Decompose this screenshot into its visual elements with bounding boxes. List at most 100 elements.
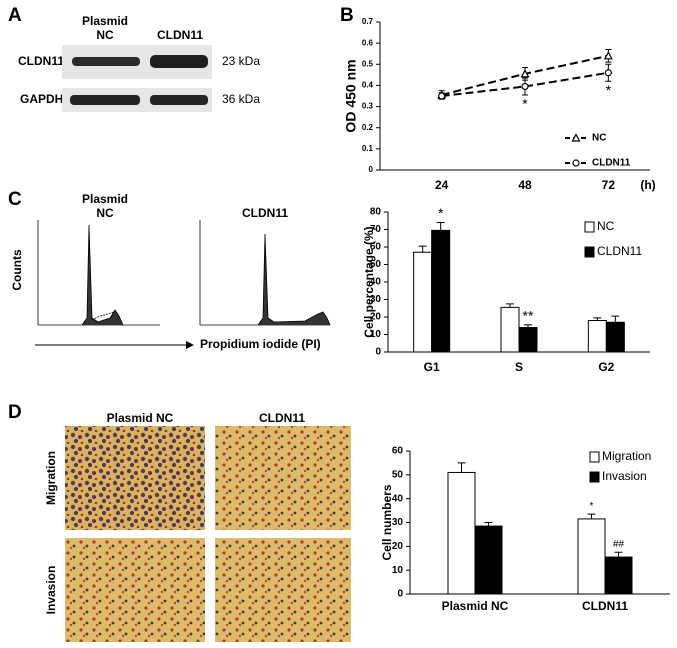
point [571, 133, 581, 142]
y-tick-label: 50 [392, 469, 404, 480]
y-tick-label: 60 [370, 242, 382, 253]
panel-label: D [8, 402, 22, 423]
point [520, 69, 530, 78]
image-column: CLDN11 [259, 411, 305, 425]
y-tick-label: 0.4 [362, 81, 374, 90]
blot-size: 23 kDa [222, 54, 260, 68]
legend-label: CLDN11 [597, 244, 642, 258]
error-bar [506, 303, 514, 308]
bar [518, 327, 538, 353]
y-tick-label: 0.1 [362, 144, 374, 153]
bar [447, 471, 476, 595]
bar [577, 518, 606, 595]
histogram-xlabel: Propidium iodide (PI) [200, 337, 321, 351]
y-tick-label: 10 [370, 329, 382, 340]
error-bar [484, 522, 493, 527]
y-axis-label: Cell numbers [380, 484, 394, 560]
annotation: ## [613, 539, 625, 550]
legend-label: CLDN11 [592, 158, 631, 169]
annotation: * [438, 205, 444, 221]
y-tick-label: 0 [397, 589, 403, 600]
y-tick-label: 0.3 [362, 102, 374, 111]
x-tick-label: CLDN11 [582, 599, 628, 613]
image-column: Plasmid NC [107, 411, 174, 425]
x-tick-label: S [515, 360, 523, 374]
y-tick-label: 0.7 [362, 17, 374, 26]
x-tick-label: G1 [424, 360, 440, 374]
micrograph [65, 538, 205, 642]
legend-swatch [584, 246, 595, 258]
legend-label: NC [597, 219, 615, 233]
x-axis-label: (h) [640, 178, 655, 192]
blot-column: CLDN11 [157, 28, 203, 42]
annotation: * [590, 501, 594, 512]
image-row: Migration [44, 451, 58, 505]
image-row: Invasion [44, 566, 58, 615]
panel-label: B [340, 5, 354, 26]
error-bar [587, 513, 596, 519]
blot-row: CLDN11 [18, 54, 64, 68]
bar [604, 556, 633, 595]
blot-band [70, 95, 140, 105]
blot-band [150, 55, 208, 68]
point [521, 82, 529, 91]
error-bar [611, 315, 620, 323]
blot-row: GAPDH [20, 92, 63, 106]
panel-label: A [8, 5, 22, 26]
y-tick-label: 40 [370, 277, 382, 288]
legend-label: Migration [602, 449, 651, 463]
bar [474, 525, 503, 595]
blot-column: NC [96, 28, 114, 42]
bar [413, 251, 433, 353]
error-bar [418, 245, 427, 253]
blot-band [150, 95, 208, 105]
blot-size: 36 kDa [222, 92, 260, 106]
point [438, 92, 446, 100]
micrograph [215, 426, 351, 530]
annotation: ** [523, 308, 534, 324]
blot-band [72, 57, 140, 66]
x-tick-label: G2 [598, 360, 614, 374]
error-bar [457, 462, 466, 473]
micrograph [215, 538, 351, 642]
y-tick-label: 60 [392, 446, 404, 457]
y-tick-label: 0.6 [362, 38, 374, 47]
legend-swatch [584, 221, 595, 233]
histogram-title: CLDN11 [242, 206, 288, 220]
histogram-title: Plasmid [82, 192, 128, 206]
y-axis-label: OD 450 nm [343, 59, 359, 132]
error-bar [436, 222, 445, 231]
y-tick-label: 80 [370, 207, 382, 218]
y-tick-label: 0.5 [362, 59, 374, 68]
line [441, 71, 609, 97]
y-tick-label: 70 [370, 224, 382, 235]
x-tick-label: 72 [602, 178, 616, 192]
y-tick-label: 0 [375, 347, 381, 358]
legend-label: Invasion [602, 469, 647, 483]
annotation: * [606, 82, 612, 98]
y-axis-label: Cell percentage (%) [362, 226, 376, 337]
y-tick-label: 30 [370, 294, 382, 305]
legend-swatch [589, 451, 600, 463]
bar [431, 229, 451, 353]
x-tick-label: 48 [518, 178, 532, 192]
error-bar [614, 551, 623, 558]
legend-swatch [589, 471, 600, 483]
y-tick-label: 30 [392, 517, 404, 528]
bar [500, 306, 520, 353]
blot-column: Plasmid [82, 14, 128, 28]
histogram [37, 220, 331, 326]
x-tick-label: 24 [435, 178, 449, 192]
y-tick-label: 10 [392, 565, 404, 576]
panel-label: C [8, 189, 22, 210]
annotation: * [522, 96, 528, 112]
x-tick-label: Plasmid NC [442, 599, 509, 613]
y-tick-label: 20 [370, 312, 382, 323]
y-tick-label: 40 [392, 493, 404, 504]
y-tick-label: 20 [392, 541, 404, 552]
point [603, 51, 613, 60]
bar [605, 321, 625, 353]
legend-label: NC [592, 133, 606, 144]
y-tick-label: 0.2 [362, 123, 374, 132]
